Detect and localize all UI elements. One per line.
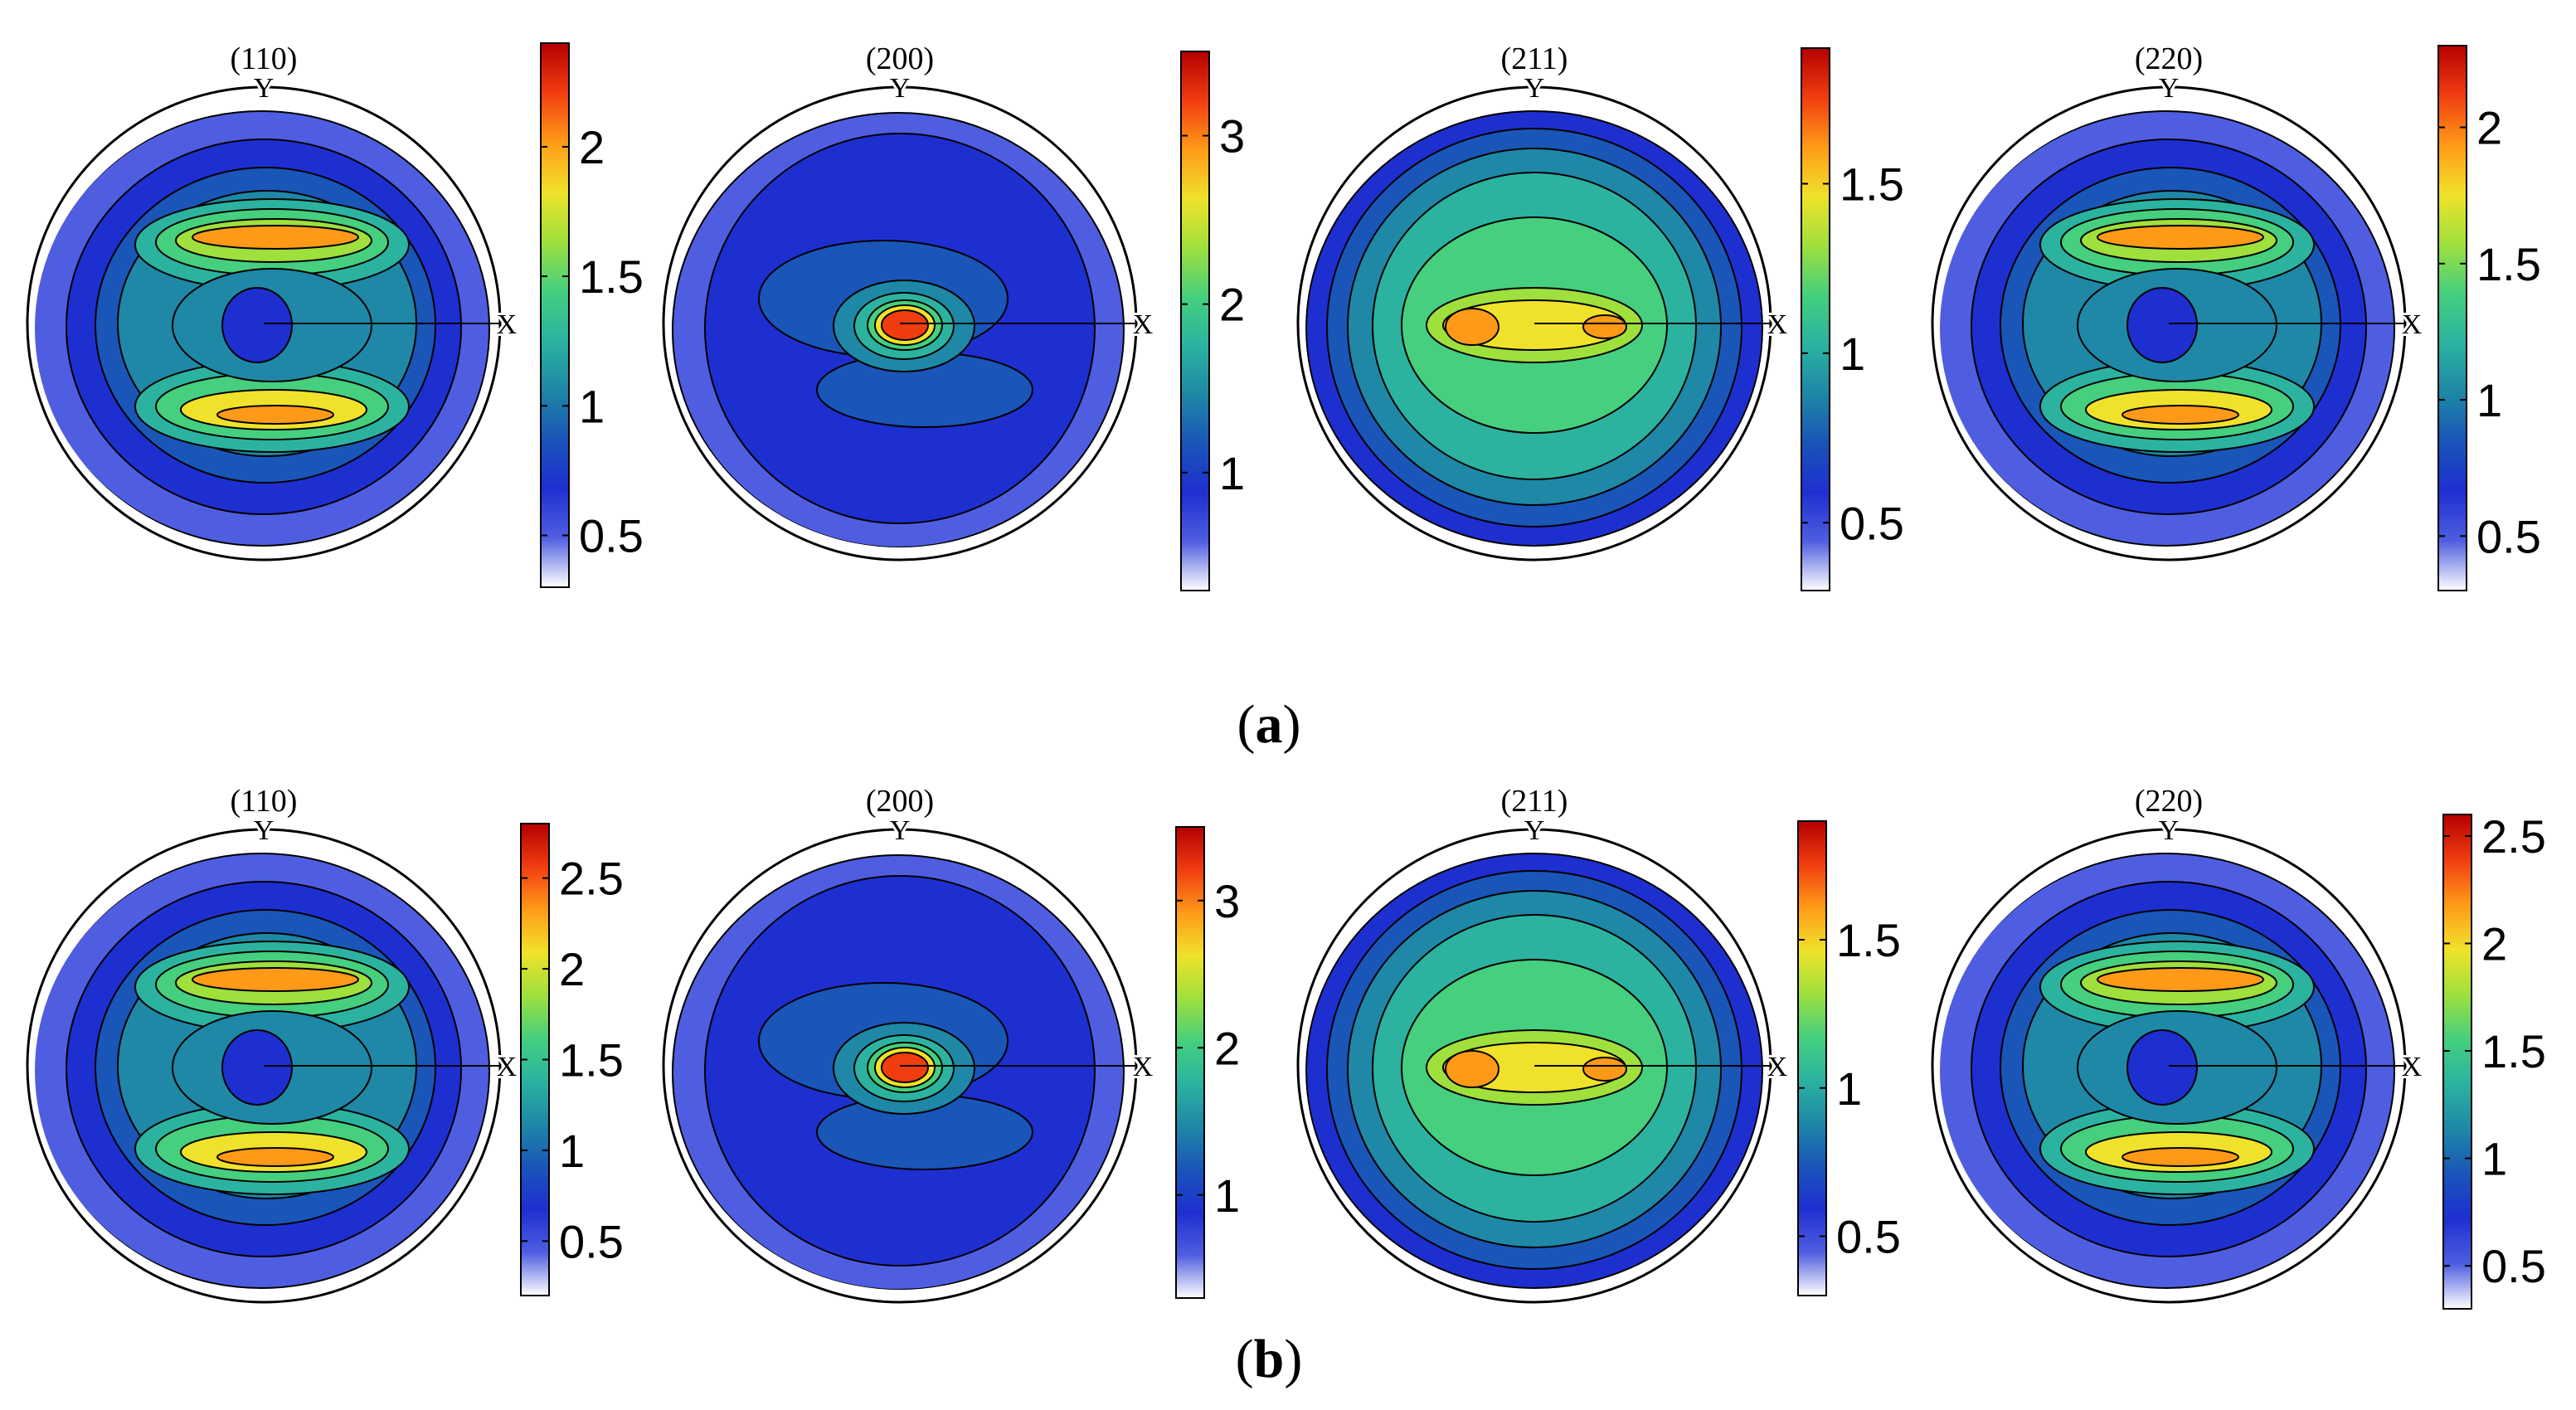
contour-map xyxy=(35,110,490,547)
panel-title: (200) xyxy=(866,784,934,819)
colorbar: 3 2 1 xyxy=(1175,826,1240,1299)
colorbar-tick-label: 0.5 xyxy=(2476,510,2541,562)
colorbar-tick-label: 2 xyxy=(2481,917,2507,970)
colorbar-gradient xyxy=(540,42,570,588)
colorbar-tick-label: 1 xyxy=(1214,1169,1240,1222)
colorbar-tick-label: 1 xyxy=(1840,328,1865,380)
contour-map xyxy=(1940,110,2395,547)
colorbar-tick-label: 2 xyxy=(1219,279,1245,331)
x-axis-label: X xyxy=(1133,309,1154,340)
x-axis-label: X xyxy=(497,1052,518,1082)
colorbar-gradient xyxy=(2442,814,2472,1310)
colorbar-tick-label: 2.5 xyxy=(559,853,624,905)
colorbar-tick-label: 2 xyxy=(2476,102,2502,154)
colorbar-tick-label: 1.5 xyxy=(559,1034,624,1087)
panel-title: (110) xyxy=(231,41,298,76)
colorbar-tick-label: 0.5 xyxy=(1840,497,1904,549)
colorbar: 2 1.5 1 0.5 xyxy=(2437,45,2541,591)
colorbar-gradient xyxy=(1180,51,1210,591)
colorbar-gradient xyxy=(2437,45,2467,591)
y-axis-label: Y xyxy=(1524,815,1545,846)
y-axis-label: Y xyxy=(890,815,911,846)
pole-figure-b-2: (200)Y X 3 2 1 xyxy=(662,784,1240,1304)
panel-title: (220) xyxy=(2135,784,2203,819)
contour-map xyxy=(1940,853,2395,1289)
colorbar-tick-label: 2 xyxy=(559,943,585,995)
y-axis-label: Y xyxy=(1524,73,1545,104)
y-axis-label: Y xyxy=(254,815,275,846)
x-axis-label: X xyxy=(1767,1052,1788,1082)
panel-title: (200) xyxy=(866,41,934,76)
colorbar-tick-label: 3 xyxy=(1214,875,1240,927)
contour-map xyxy=(35,853,490,1289)
colorbar-tick-label: 1.5 xyxy=(579,250,644,303)
colorbar: 3 2 1 xyxy=(1180,51,1245,591)
pole-figure-b-3: (211)Y X 1.5 1 0.5 xyxy=(1296,784,1901,1304)
pole-figure-a-1: (110)Y X 2 1.5 1 0.5 xyxy=(26,41,644,588)
pole-figure-a-3: (211)Y X 1.5 1 0.5 xyxy=(1296,41,1904,591)
x-axis-label: X xyxy=(1767,309,1788,340)
panel-title: (211) xyxy=(1501,784,1568,819)
contour-map xyxy=(1305,110,1763,547)
colorbar-tick-label: 0.5 xyxy=(1836,1211,1901,1263)
contour-map xyxy=(1305,853,1763,1289)
colorbar-tick-label: 0.5 xyxy=(559,1215,624,1267)
colorbar-gradient xyxy=(1175,826,1205,1299)
x-axis-label: X xyxy=(1133,1052,1154,1082)
contour-map xyxy=(672,112,1125,547)
panel-title: (110) xyxy=(231,784,298,819)
contour-map xyxy=(672,854,1125,1290)
y-axis-label: Y xyxy=(2159,815,2180,846)
colorbar: 1.5 1 0.5 xyxy=(1801,47,1904,591)
colorbar-tick-label: 1.5 xyxy=(1840,158,1904,211)
colorbar-tick-label: 2 xyxy=(579,121,605,173)
x-axis-label: X xyxy=(2402,309,2423,340)
y-axis-label: Y xyxy=(254,73,275,104)
colorbar-tick-label: 1.5 xyxy=(1836,914,1901,966)
colorbar-tick-label: 1 xyxy=(1836,1062,1862,1115)
panel-title: (220) xyxy=(2135,41,2203,76)
colorbar-tick-label: 1 xyxy=(1219,447,1245,499)
colorbar-tick-label: 0.5 xyxy=(2481,1240,2546,1292)
colorbar: 1.5 1 0.5 xyxy=(1797,820,1901,1296)
colorbar-tick-label: 1.5 xyxy=(2476,238,2541,290)
row-caption-b: (b) xyxy=(1236,1329,1303,1389)
colorbar-tick-label: 2 xyxy=(1214,1022,1240,1074)
x-axis-label: X xyxy=(497,309,518,340)
colorbar-tick-label: 1 xyxy=(2481,1133,2507,1185)
colorbar-tick-label: 2.5 xyxy=(2481,810,2546,863)
pole-figure-a-2: (200)Y X 3 2 1 xyxy=(662,41,1245,591)
colorbar-tick-label: 1 xyxy=(579,380,605,432)
panel-title: (211) xyxy=(1501,41,1568,76)
colorbar-tick-label: 1.5 xyxy=(2481,1025,2546,1077)
pole-figure-a-4: (220)Y X 2 1.5 1 0.5 xyxy=(1931,41,2541,591)
row-caption-a: (a) xyxy=(1237,694,1301,755)
y-axis-label: Y xyxy=(2159,73,2180,104)
y-axis-label: Y xyxy=(890,73,911,104)
colorbar-gradient xyxy=(1801,47,1830,591)
colorbar: 2.5 2 1.5 1 0.5 xyxy=(520,823,624,1296)
pole-figure-b-4: (220)Y X 2.5 2 1.5 1 0.5 xyxy=(1931,784,2546,1310)
colorbar: 2.5 2 1.5 1 0.5 xyxy=(2442,810,2546,1310)
colorbar-tick-label: 1 xyxy=(559,1125,585,1177)
colorbar-tick-label: 1 xyxy=(2476,374,2502,426)
colorbar-tick-label: 0.5 xyxy=(579,510,644,562)
x-axis-label: X xyxy=(2402,1052,2423,1082)
pole-figure-b-1: (110)Y X 2.5 2 1.5 1 0.5 xyxy=(26,784,624,1304)
colorbar-tick-label: 3 xyxy=(1219,110,1245,163)
colorbar: 2 1.5 1 0.5 xyxy=(540,42,644,588)
colorbar-gradient xyxy=(1797,820,1827,1296)
